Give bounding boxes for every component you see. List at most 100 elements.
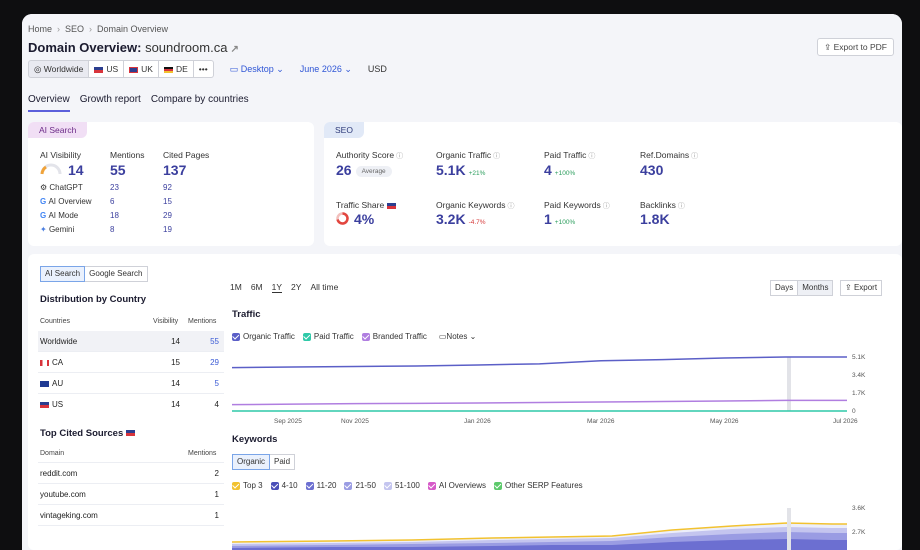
page-title-domain[interactable]: soundroom.ca	[145, 40, 228, 55]
backlinks-value[interactable]: 1.8K	[640, 211, 670, 227]
info-icon[interactable]: ⓘ	[602, 203, 610, 210]
keywords-line-top3	[232, 522, 847, 543]
authority-score-text: Authority Score	[336, 150, 395, 160]
page-title-label: Domain Overview:	[28, 40, 142, 55]
breadcrumb-seo[interactable]: SEO	[65, 24, 85, 34]
range-all-time[interactable]: All time	[310, 282, 339, 292]
mentions-value[interactable]: 55	[110, 162, 126, 178]
more-databases-button[interactable]: •••	[193, 60, 214, 78]
y-tick-label: 3.4K	[852, 372, 866, 379]
platform-mentions[interactable]: 18	[110, 211, 119, 220]
range-6m[interactable]: 6M	[250, 282, 263, 292]
legend-other-serp[interactable]: Other SERP Features	[493, 481, 583, 490]
days-button[interactable]: Days	[770, 280, 799, 296]
country-mentions[interactable]: 55	[210, 337, 219, 346]
export-button-body[interactable]: ⇪ Export	[840, 280, 883, 296]
info-icon[interactable]: ⓘ	[588, 153, 596, 160]
platform-cited[interactable]: 19	[163, 225, 172, 234]
legend-21-50[interactable]: 21-50	[344, 481, 376, 490]
external-link-icon[interactable]: ↗	[230, 44, 239, 55]
tab-growth-report[interactable]: Growth report	[79, 94, 141, 105]
country-label: CA	[52, 358, 64, 367]
paid-toggle[interactable]: Paid	[270, 454, 296, 470]
visibility-gauge-icon	[40, 163, 62, 175]
tab-compare-countries[interactable]: Compare by countries	[150, 94, 249, 105]
ref-domains-text: Ref.Domains	[640, 150, 690, 160]
export-button[interactable]: ⇪ Export	[840, 280, 883, 296]
time-range-selector: 1M 6M 1Y 2Y All time	[230, 282, 347, 293]
us-flag-icon	[386, 202, 396, 209]
date-label: June 2026	[299, 63, 342, 74]
organic-traffic-value[interactable]: 5.1K +21%	[436, 162, 485, 178]
details-panel: AI Search Google Search Distribution by …	[28, 254, 902, 550]
notes-dropdown[interactable]: ▭ Notes ⌄	[439, 332, 476, 341]
range-1y[interactable]: 1Y	[271, 282, 283, 293]
kw-y-tick: 2.7K	[852, 529, 866, 536]
platform-cited[interactable]: 92	[163, 183, 172, 192]
legend-ai-overviews[interactable]: AI Overviews	[427, 481, 486, 490]
info-icon[interactable]: ⓘ	[493, 153, 501, 160]
platform-mentions[interactable]: 8	[110, 225, 115, 234]
visibility-header: Visibility	[153, 318, 179, 325]
source-domain[interactable]: reddit.com	[40, 469, 78, 478]
breadcrumb-current: Domain Overview	[97, 24, 169, 34]
platform-cited[interactable]: 15	[163, 197, 172, 206]
legend-paid-traffic[interactable]: Paid Traffic	[302, 332, 354, 341]
legend-4-10[interactable]: 4-10	[270, 481, 298, 490]
export-label: Export	[853, 283, 878, 292]
date-dropdown[interactable]: June 2026 ⌄	[300, 64, 352, 75]
paid-traffic-delta: +100%	[554, 170, 576, 177]
tab-overview[interactable]: Overview	[28, 94, 70, 112]
organic-toggle[interactable]: Organic	[232, 454, 271, 470]
table-row-highlight	[38, 331, 224, 351]
x-tick-label: Sep 2025	[274, 418, 302, 425]
platform-mentions[interactable]: 23	[110, 183, 119, 192]
country-mentions[interactable]: 29	[210, 358, 219, 367]
legend-51-100[interactable]: 51-100	[383, 481, 420, 490]
gemini-row: ✦ Gemini	[40, 225, 74, 234]
export-pdf-button[interactable]: ⇪ Export to PDF	[817, 38, 894, 56]
info-icon[interactable]: ⓘ	[691, 153, 699, 160]
traffic-share-donut-icon	[336, 212, 349, 225]
paid-keywords-value[interactable]: 1 +100%	[544, 211, 575, 227]
organic-traffic-delta: +21%	[468, 170, 486, 177]
info-icon[interactable]: ⓘ	[396, 153, 404, 160]
months-button[interactable]: Months	[798, 280, 834, 296]
source-domain[interactable]: youtube.com	[40, 490, 86, 499]
organic-keywords-value[interactable]: 3.2K -4.7%	[436, 211, 486, 227]
cited-pages-value[interactable]: 137	[163, 162, 187, 178]
info-icon[interactable]: ⓘ	[507, 203, 515, 210]
series-line-branded-traffic	[232, 399, 847, 406]
google-search-toggle[interactable]: Google Search	[85, 266, 148, 282]
breadcrumb: Home › SEO › Domain Overview	[28, 24, 168, 34]
paid-traffic-value[interactable]: 4 +100%	[544, 162, 575, 178]
legend-top3[interactable]: Top 3	[232, 481, 263, 490]
uk-button[interactable]: UK	[124, 60, 159, 78]
row-divider	[38, 504, 224, 505]
range-2y[interactable]: 2Y	[291, 282, 302, 292]
ref-domains-value[interactable]: 430	[640, 162, 664, 178]
breadcrumb-home[interactable]: Home	[28, 24, 53, 34]
x-tick-label: Mar 2026	[587, 418, 615, 425]
legend-label: 21-50	[355, 481, 376, 490]
platform-cited[interactable]: 29	[163, 211, 172, 220]
legend-branded-traffic[interactable]: Branded Traffic	[361, 332, 427, 341]
range-1m[interactable]: 1M	[230, 282, 242, 292]
organic-traffic-label: Organic Traffic ⓘ	[436, 150, 500, 161]
source-domain[interactable]: vintageking.com	[40, 511, 98, 520]
ca-flag-icon	[40, 359, 49, 366]
platform-name: Gemini	[48, 225, 75, 234]
google-icon: G	[40, 211, 49, 220]
device-dropdown[interactable]: ▭ Desktop ⌄	[230, 64, 284, 75]
worldwide-button[interactable]: ◎ Worldwide	[28, 60, 90, 78]
legend-11-20[interactable]: 11-20	[305, 481, 336, 490]
paid-traffic-text: Paid Traffic	[544, 150, 587, 160]
traffic-share-value: 4%	[354, 211, 375, 227]
country-mentions[interactable]: 5	[214, 379, 219, 388]
platform-mentions[interactable]: 6	[110, 197, 115, 206]
info-icon[interactable]: ⓘ	[677, 203, 685, 210]
ai-search-toggle[interactable]: AI Search	[40, 266, 86, 282]
us-button[interactable]: US	[89, 60, 125, 78]
legend-organic-traffic[interactable]: Organic Traffic	[232, 332, 295, 341]
de-button[interactable]: DE	[158, 60, 194, 78]
